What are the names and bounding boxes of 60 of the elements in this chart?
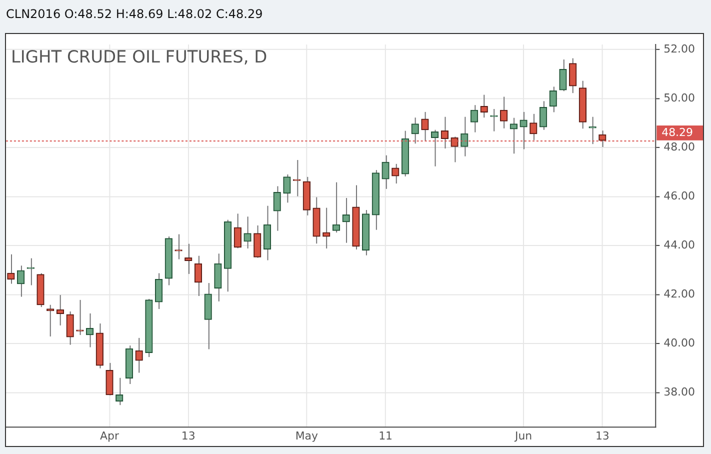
candlestick [598, 130, 606, 148]
candlestick [500, 96, 508, 129]
candlestick [135, 337, 143, 374]
x-tick-label: Jun [514, 429, 532, 442]
candlestick [194, 255, 202, 297]
y-tick-label: 40.00 [664, 336, 696, 350]
candlestick [460, 116, 468, 157]
candlestick [154, 272, 163, 310]
candlestick [7, 254, 15, 284]
x-tick-label: May [295, 429, 319, 442]
candlestick [559, 59, 567, 92]
candlestick [16, 265, 25, 298]
candlestick [480, 94, 488, 118]
x-tick-label: Apr [100, 429, 120, 442]
y-tick-label: 44.00 [664, 238, 696, 252]
candlestick [510, 117, 518, 154]
x-tick-label: 13 [181, 429, 196, 442]
candlestick [86, 312, 94, 348]
candlestick [530, 113, 538, 141]
candlestick [569, 58, 577, 94]
candlestick [539, 100, 548, 130]
y-tick-label: 52.00 [664, 42, 696, 56]
y-tick-label: 46.00 [664, 189, 696, 202]
candlestick [283, 174, 291, 204]
y-tick-label: 38.00 [664, 385, 696, 398]
candlestick [440, 116, 448, 149]
candlestick [520, 111, 528, 150]
y-tick-label: 48.00 [664, 140, 696, 154]
candlestick [549, 86, 557, 113]
ref-line-label: 48.29 [662, 126, 694, 139]
y-tick-label: 42.00 [664, 287, 696, 300]
candlestick [342, 197, 350, 244]
candlestick [411, 117, 419, 144]
candlestick [450, 136, 458, 163]
candlestick [254, 224, 262, 258]
candlestick [332, 182, 340, 234]
candlestick [431, 129, 439, 167]
candlestick [244, 216, 252, 249]
candlestick [273, 186, 281, 232]
candlestick [66, 310, 74, 346]
candlestick [26, 258, 34, 286]
candlestick [382, 154, 390, 190]
candlestick [322, 207, 330, 249]
candlestick [234, 213, 242, 249]
candlestick [392, 163, 400, 184]
candlestick [184, 243, 192, 274]
candlestick [470, 104, 478, 133]
candlestick [214, 253, 222, 302]
candlestick [263, 205, 272, 261]
x-tick-label: 13 [595, 429, 610, 442]
chart-title: LIGHT CRUDE OIL FUTURES, D [10, 46, 268, 66]
text: CLN2016 O:48.52 H:48.69 L:48.02 C:48.29 [6, 7, 263, 21]
x-tick-label: 11 [378, 429, 393, 442]
candlestick [76, 299, 84, 336]
candlestick [116, 377, 124, 406]
candlestick [56, 294, 64, 326]
candlestick [106, 362, 114, 396]
candlestick [421, 111, 429, 142]
y-tick-label: 50.00 [664, 91, 696, 104]
candlestick [292, 159, 301, 197]
